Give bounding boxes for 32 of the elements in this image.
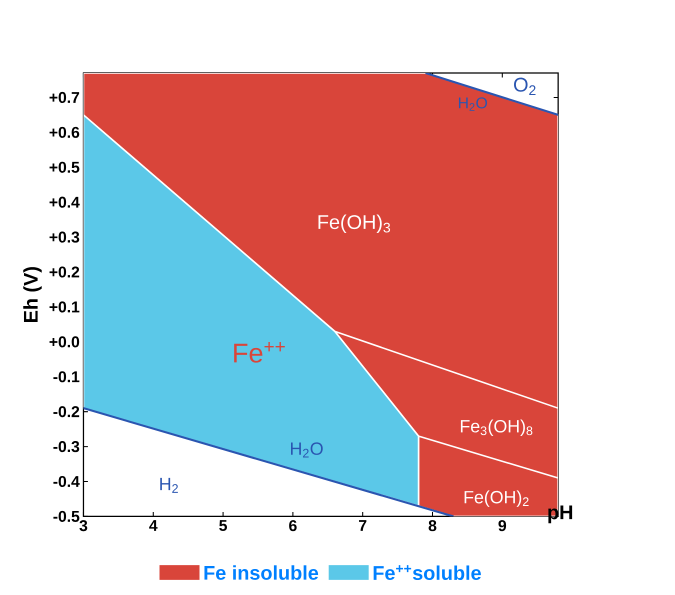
legend-label: Fe insoluble bbox=[204, 565, 318, 580]
annotation: H$_{2}$O bbox=[458, 98, 488, 111]
y-tick-label: +0.3 bbox=[50, 232, 80, 243]
annotation: O$_{2}$ bbox=[514, 78, 536, 96]
y-tick-label: -0.4 bbox=[53, 476, 80, 488]
x-tick-label: 7 bbox=[359, 520, 366, 532]
x-tick-label: 4 bbox=[149, 520, 158, 532]
y-tick-label: +0.0 bbox=[50, 336, 80, 348]
y-tick-label: -0.2 bbox=[53, 406, 80, 418]
y-tick-label: +0.5 bbox=[50, 162, 80, 173]
x-tick-label: 9 bbox=[498, 520, 506, 532]
x-axis-title: pH bbox=[548, 506, 572, 524]
x-tick-label: 5 bbox=[219, 520, 227, 532]
y-tick-label: -0.5 bbox=[53, 511, 80, 522]
annotation: Fe$^{++}$ bbox=[234, 342, 285, 363]
annotation: Fe$_{3}$(OH)$_{8}$ bbox=[460, 420, 532, 436]
y-tick-label: +0.7 bbox=[50, 92, 80, 104]
y-tick-label: +0.4 bbox=[50, 196, 80, 208]
annotation: Fe(OH)$_{2}$ bbox=[464, 490, 529, 508]
x-tick-label: 3 bbox=[79, 520, 88, 532]
y-tick-label: -0.3 bbox=[53, 441, 80, 452]
y-tick-label: +0.2 bbox=[50, 266, 80, 278]
x-tick-label: 6 bbox=[289, 520, 297, 532]
y-tick-label: +0.1 bbox=[50, 302, 80, 313]
legend-label: Fe$^{++}$soluble bbox=[374, 565, 481, 580]
y-tick-label: -0.1 bbox=[53, 371, 80, 382]
x-tick-label: 8 bbox=[428, 520, 436, 532]
annotation: H$_{2}$O bbox=[291, 442, 323, 458]
annotation: H$_{2}$ bbox=[160, 478, 178, 493]
y-axis-title: Eh (V) bbox=[23, 267, 42, 322]
annotation: Fe(OH)$_{3}$ bbox=[318, 214, 390, 234]
y-tick-label: +0.6 bbox=[50, 127, 80, 138]
